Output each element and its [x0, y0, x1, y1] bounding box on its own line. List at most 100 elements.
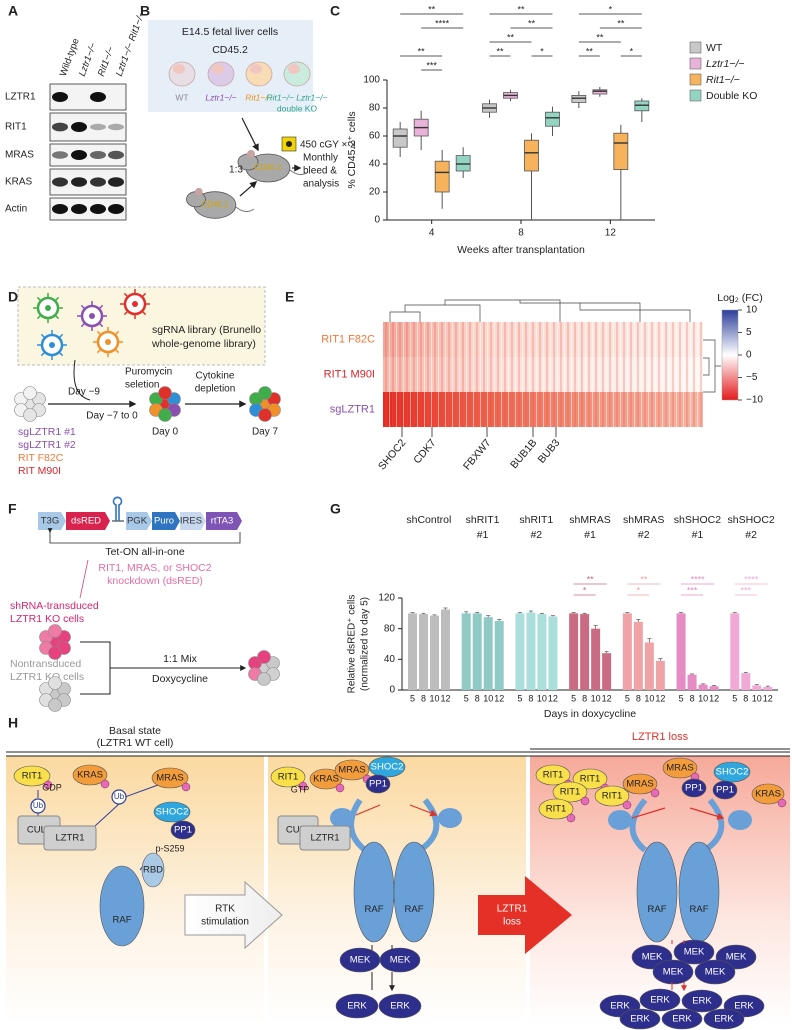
sig-label: **	[640, 574, 648, 584]
y-tick-label: 60	[369, 131, 381, 142]
cell	[257, 672, 271, 686]
sig-label: **	[586, 46, 594, 56]
group-label: #1	[477, 529, 489, 541]
model-label: SHOC2	[156, 807, 189, 818]
model-label: RAF	[405, 904, 424, 915]
model-label: ERK	[347, 1001, 367, 1012]
mouse-tail	[289, 169, 309, 176]
model-label: MRAS	[156, 773, 183, 784]
y-tick-label: 20	[369, 187, 381, 198]
bar	[419, 614, 428, 690]
cascade	[371, 945, 392, 990]
blot-box	[49, 197, 127, 221]
protein	[378, 993, 422, 1019]
colorbar-tick-label: −10	[746, 395, 763, 406]
protein	[365, 774, 391, 794]
lane-label: Lztr1−/− Rit1−/−	[114, 10, 148, 78]
construct-element	[152, 512, 180, 530]
irradiation: 450 cGY × 2	[300, 140, 356, 151]
sig-label: *	[540, 46, 544, 56]
protein	[270, 766, 306, 788]
x-tick-label: 10	[698, 693, 708, 703]
x-tick-label: 5	[732, 693, 737, 703]
sig-label: ***	[426, 60, 437, 70]
protein	[636, 841, 678, 943]
protein	[538, 798, 574, 820]
bar	[752, 685, 762, 690]
panel-letter: E	[285, 289, 294, 305]
nontransduced-text: LZTR1 KO cells	[10, 671, 84, 683]
construct-element	[180, 512, 206, 530]
box	[524, 139, 539, 172]
x-tick-label: 8	[518, 228, 524, 239]
dendrogram	[389, 299, 691, 322]
mouse-label: CD45.1	[254, 163, 282, 172]
sig-label: **	[617, 18, 625, 28]
day-label: Day 0	[152, 427, 179, 438]
lipid-anchor	[298, 781, 308, 791]
y-axis-label: Relative dsRED⁺ cells	[347, 595, 358, 694]
model-label: MEK	[390, 955, 411, 966]
construct-element	[38, 512, 66, 530]
virus-core	[49, 342, 55, 348]
y-tick-label: 0	[389, 685, 395, 696]
condition: sgLZTR1 #1	[18, 426, 76, 438]
model-label: ERK	[672, 1014, 692, 1025]
construct-label: PGK	[127, 516, 148, 527]
model-label: ERK	[390, 1001, 410, 1012]
protein	[713, 761, 751, 783]
ratio: 1:3	[229, 165, 243, 176]
mouse-tail	[235, 206, 255, 213]
model-label: RBD	[143, 865, 163, 876]
sig-label: ***	[687, 585, 698, 595]
colorbar	[721, 309, 739, 401]
bar	[537, 614, 547, 690]
embryo-head	[250, 64, 262, 74]
nontransduced-text: Nontransduced	[10, 658, 81, 670]
cell	[158, 386, 172, 400]
x-tick-label: 12	[440, 693, 450, 703]
model-label: SHOC2	[371, 762, 404, 773]
embryo-head	[173, 64, 185, 74]
panel-letter: C	[330, 3, 340, 19]
model-label: MEK	[350, 955, 371, 966]
gene-label: BUB3	[536, 437, 563, 466]
model-label: MEK	[726, 952, 747, 963]
genotype: Rit1−/− Lztr1−/−	[267, 92, 328, 102]
ubiquitin	[30, 798, 46, 814]
x-tick-label: 5	[517, 693, 522, 703]
genotype: Lztr1−/−	[205, 92, 236, 102]
day-label: Day 7	[252, 427, 279, 438]
protein	[712, 780, 738, 800]
model-label: LZTR1	[55, 833, 84, 844]
x-tick-label: 10	[537, 693, 547, 703]
heatmap-texture	[383, 322, 703, 357]
panel-letter: B	[140, 3, 150, 19]
embryo-head	[288, 64, 300, 74]
arrow	[73, 359, 91, 401]
blot-row-label: Actin	[5, 204, 27, 215]
model-label: RAF	[648, 904, 667, 915]
dox-label: Doxycycline	[152, 673, 208, 685]
model-label: LZTR1	[310, 833, 339, 844]
legend-swatch	[689, 57, 702, 70]
colorbar-tick-label: 0	[746, 350, 752, 361]
sig-label: **	[428, 4, 436, 14]
x-tick-label: 12	[548, 693, 558, 703]
raf-arm	[348, 798, 440, 853]
blot-band	[108, 204, 124, 214]
group-label: shRIT1	[519, 514, 553, 526]
state-title: LZTR1 loss	[632, 731, 689, 743]
model-label: RAF	[365, 904, 384, 915]
x-tick-label: 12	[655, 693, 665, 703]
x-axis-label: Weeks after transplantation	[457, 244, 585, 256]
mix-lines	[80, 641, 245, 695]
sig-label: **	[507, 32, 515, 42]
bar	[622, 613, 632, 690]
bar	[430, 615, 439, 690]
y-axis-label: (normalized to day 5)	[360, 597, 371, 691]
virus-core	[105, 339, 111, 345]
sig-label: **	[517, 4, 525, 14]
blot-row-label: RIT1	[5, 122, 27, 133]
sig-label: **	[418, 46, 426, 56]
